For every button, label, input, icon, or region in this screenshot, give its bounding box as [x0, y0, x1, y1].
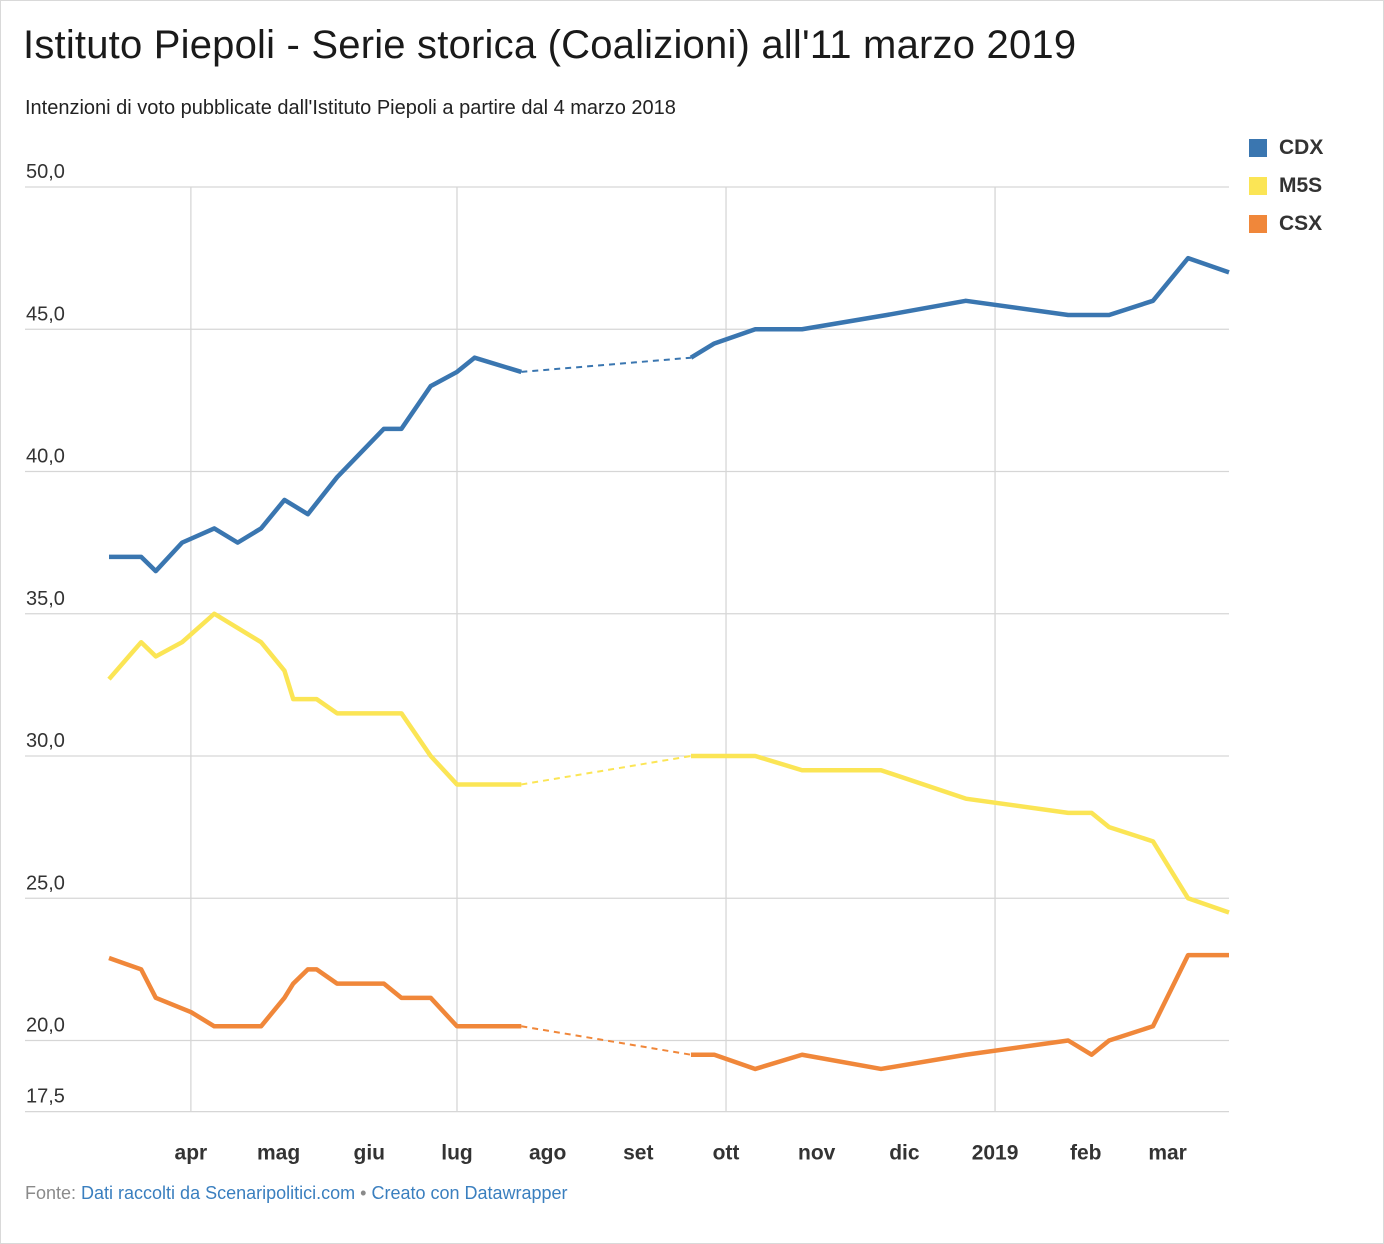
legend-label: CDX	[1279, 136, 1324, 159]
chart-footer: Fonte: Dati raccolti da Scenaripolitici.…	[25, 1183, 568, 1204]
source-link[interactable]: Dati raccolti da Scenaripolitici.com	[81, 1183, 356, 1203]
cdx-series-line	[689, 255, 1230, 360]
cdx-series-gap-line	[521, 356, 692, 373]
x-tick-label: giu	[354, 1142, 386, 1165]
x-tick-label: nov	[798, 1142, 836, 1165]
y-tick-label: 20,0	[26, 1015, 65, 1037]
y-tick-label: 40,0	[26, 446, 65, 468]
legend-label: CSX	[1279, 212, 1323, 235]
legend-item-cdx: CDX	[1249, 129, 1323, 167]
y-tick-label: 45,0	[26, 303, 65, 325]
y-tick-label: 30,0	[26, 730, 65, 752]
legend-swatch	[1249, 215, 1267, 233]
x-tick-label: 2019	[972, 1142, 1019, 1165]
legend-swatch	[1249, 177, 1267, 195]
datawrapper-link[interactable]: Creato con Datawrapper	[371, 1183, 568, 1203]
y-tick-label: 50,0	[26, 161, 65, 183]
csx-series-line	[690, 952, 1229, 1072]
x-tick-label: feb	[1070, 1142, 1102, 1165]
x-tick-label: lug	[441, 1142, 473, 1165]
chart-legend: CDX M5S CSX	[1249, 129, 1323, 243]
legend-item-csx: CSX	[1249, 205, 1323, 243]
legend-swatch	[1249, 139, 1267, 157]
m5s-series-gap-line	[521, 755, 692, 786]
footer-prefix: Fonte:	[25, 1183, 82, 1203]
y-tick-label: 17,5	[26, 1086, 65, 1108]
chart-subtitle: Intenzioni di voto pubblicate dall'Istit…	[25, 97, 676, 119]
line-chart: 50,0 45,0 40,0 35,0 30,0 25,0 20,0 17,5 apr mag gi…	[25, 161, 1230, 1165]
csx-series-gap-line	[521, 1025, 692, 1056]
legend-item-m5s: M5S	[1249, 167, 1323, 205]
chart-title: Istituto Piepoli - Serie storica (Coaliz…	[23, 23, 1077, 67]
x-tick-label: ott	[713, 1142, 740, 1165]
m5s-series-line	[107, 611, 522, 787]
cdx-series-line	[109, 355, 522, 574]
y-tick-label: 25,0	[26, 872, 65, 894]
x-tick-label: mar	[1148, 1142, 1187, 1165]
footer-separator: •	[355, 1183, 372, 1203]
x-tick-label: ago	[529, 1142, 566, 1165]
x-tick-label: mag	[257, 1142, 300, 1165]
x-tick-label: set	[623, 1142, 653, 1165]
legend-label: M5S	[1279, 174, 1323, 197]
y-tick-label: 35,0	[26, 588, 65, 610]
m5s-series-line	[690, 753, 1230, 915]
csx-series-line	[108, 955, 522, 1029]
x-tick-label: dic	[889, 1142, 920, 1165]
x-tick-label: apr	[175, 1142, 208, 1165]
